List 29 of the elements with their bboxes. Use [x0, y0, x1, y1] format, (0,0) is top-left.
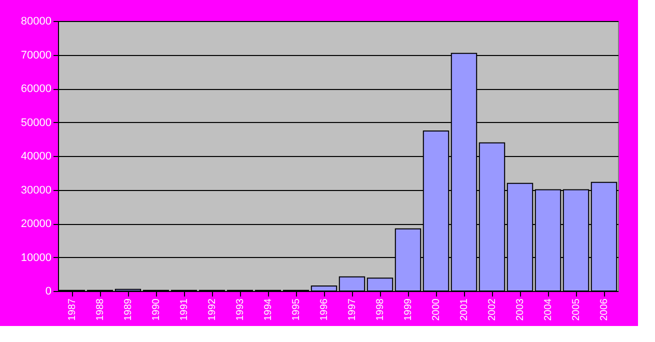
- y-tick-label: 70000: [20, 49, 52, 62]
- y-tick-label: 60000: [20, 83, 52, 95]
- x-tick-label: 1997: [347, 298, 358, 321]
- x-tick-label: 1996: [319, 298, 330, 321]
- y-tick-label: 10000: [20, 252, 52, 264]
- y-tick-label: 20000: [20, 218, 52, 230]
- y-tick-label: 40000: [20, 150, 52, 162]
- y-tick-label: 80000: [20, 16, 52, 28]
- x-tick-label: 2006: [599, 298, 610, 321]
- x-tick-label: 1999: [403, 298, 414, 321]
- y-tick-label: 50000: [20, 116, 52, 129]
- y-tick-label: 0: [45, 286, 52, 298]
- x-tick-label: 2001: [459, 298, 470, 321]
- x-tick-label: 2005: [571, 298, 582, 321]
- x-tick-label: 1993: [235, 298, 246, 321]
- x-tick-label: 1995: [291, 298, 302, 321]
- x-tick-label: 1994: [263, 298, 274, 321]
- x-tick-label: 1991: [179, 298, 190, 321]
- x-tick-label: 1992: [207, 298, 218, 321]
- x-tick-label: 1989: [123, 298, 134, 321]
- x-tick-label: 1998: [375, 298, 386, 321]
- x-tick-label: 2002: [487, 298, 498, 321]
- y-tick-label: 30000: [20, 184, 52, 196]
- x-tick-label: 1987: [67, 298, 78, 321]
- x-tick-label: 1988: [95, 298, 106, 321]
- x-tick-label: 2000: [431, 298, 442, 321]
- x-tick-label: 1990: [151, 298, 162, 321]
- x-tick-label: 2004: [543, 298, 554, 321]
- x-tick-label: 2003: [515, 298, 526, 321]
